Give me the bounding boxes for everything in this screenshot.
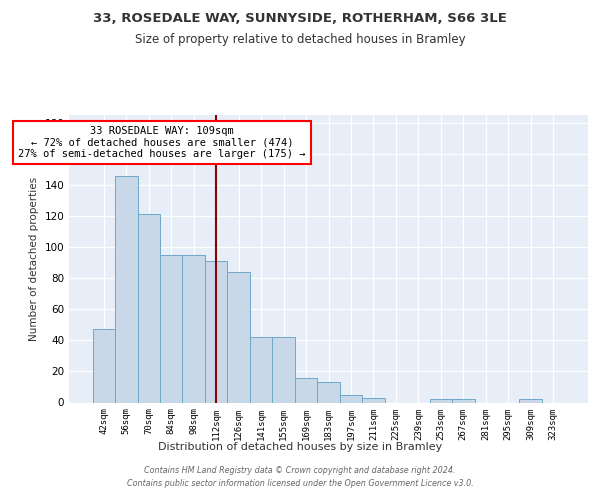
Text: 33, ROSEDALE WAY, SUNNYSIDE, ROTHERHAM, S66 3LE: 33, ROSEDALE WAY, SUNNYSIDE, ROTHERHAM, … [93, 12, 507, 26]
Bar [250, 337, 272, 402]
Bar [160, 255, 182, 402]
Text: 33 ROSEDALE WAY: 109sqm
← 72% of detached houses are smaller (474)
27% of semi-d: 33 ROSEDALE WAY: 109sqm ← 72% of detache… [19, 126, 306, 159]
Bar [430, 400, 452, 402]
Bar [295, 378, 317, 402]
Text: Size of property relative to detached houses in Bramley: Size of property relative to detached ho… [134, 32, 466, 46]
Bar [182, 255, 205, 402]
Bar [452, 400, 475, 402]
Bar [115, 176, 137, 402]
Bar [92, 330, 115, 402]
Bar [340, 394, 362, 402]
Bar [520, 400, 542, 402]
Bar [362, 398, 385, 402]
Y-axis label: Number of detached properties: Number of detached properties [29, 176, 39, 341]
Bar [227, 272, 250, 402]
Bar [137, 214, 160, 402]
Bar [272, 337, 295, 402]
Bar [205, 261, 227, 402]
Text: Distribution of detached houses by size in Bramley: Distribution of detached houses by size … [158, 442, 442, 452]
Text: Contains HM Land Registry data © Crown copyright and database right 2024.
Contai: Contains HM Land Registry data © Crown c… [127, 466, 473, 487]
Bar [317, 382, 340, 402]
